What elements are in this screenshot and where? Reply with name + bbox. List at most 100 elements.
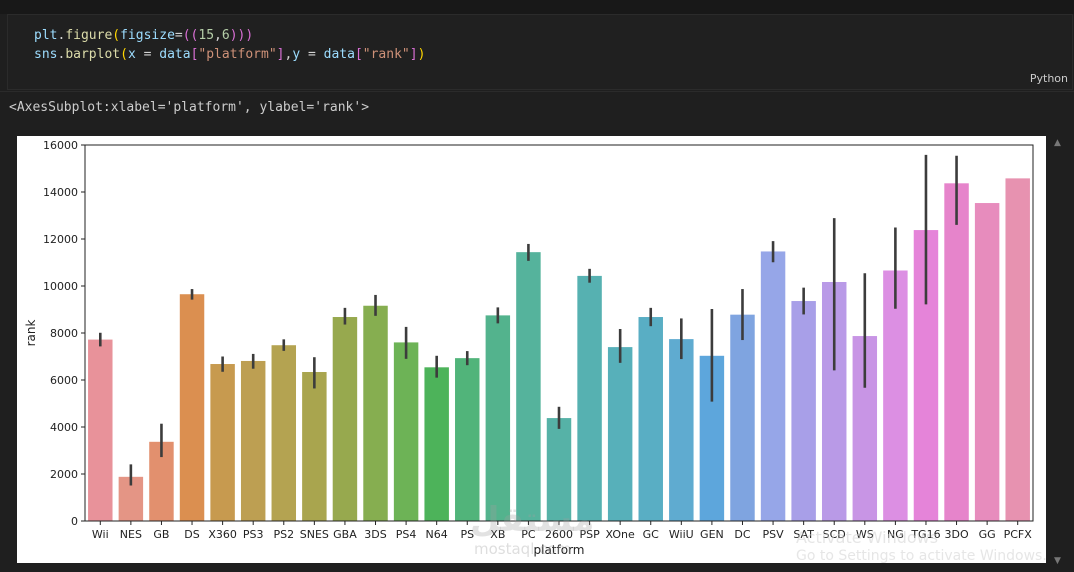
code-token: ))) bbox=[229, 28, 254, 43]
scroll-down-icon[interactable]: ▼ bbox=[1054, 556, 1061, 566]
x-tick-label: DS bbox=[184, 528, 199, 541]
y-tick-label: 2000 bbox=[50, 468, 78, 481]
code-token: "rank" bbox=[362, 47, 410, 62]
y-tick-label: 12000 bbox=[43, 233, 78, 246]
code-token: data bbox=[159, 47, 191, 62]
code-cell[interactable]: plt.figure(figsize=((15,6))) sns.barplot… bbox=[7, 14, 1073, 90]
y-tick-label: 8000 bbox=[50, 327, 78, 340]
bar-xone bbox=[607, 347, 633, 521]
y-tick-label: 14000 bbox=[43, 186, 78, 199]
code-token: . bbox=[57, 47, 66, 62]
code-token: plt bbox=[34, 28, 58, 43]
x-tick-label: NG bbox=[887, 528, 904, 541]
x-tick-label: GC bbox=[643, 528, 660, 541]
bar-pcfx bbox=[1005, 178, 1030, 521]
x-tick-label: 3DS bbox=[364, 528, 386, 541]
y-tick-label: 4000 bbox=[50, 421, 78, 434]
bar-psp bbox=[577, 275, 602, 521]
x-tick-label: PS2 bbox=[273, 528, 294, 541]
output-scrollbar[interactable]: ▲ ▼ bbox=[1052, 136, 1066, 568]
x-tick-label: SNES bbox=[300, 528, 329, 541]
bar-wiiu bbox=[669, 339, 694, 521]
code-token: ] bbox=[276, 47, 285, 62]
x-tick-label: PC bbox=[521, 528, 536, 541]
bar-dc bbox=[730, 314, 755, 521]
code-token: barplot bbox=[65, 47, 121, 62]
bar-wii bbox=[88, 339, 113, 521]
plot-output: Wii NES GB DS X360 PS3 PS2 SNES GBA 3DS PS4 N64 PS XB… bbox=[17, 136, 1046, 563]
cell-divider bbox=[0, 91, 1074, 92]
scroll-up-icon[interactable]: ▲ bbox=[1054, 138, 1061, 148]
x-tick-label: 3DO bbox=[944, 528, 968, 541]
bar-ps2 bbox=[271, 345, 297, 521]
bar-ps3 bbox=[240, 360, 266, 521]
x-tick-label: GEN bbox=[700, 528, 724, 541]
bar-3ds bbox=[363, 305, 388, 521]
bar-psv bbox=[760, 251, 786, 521]
bar-snes bbox=[302, 372, 327, 521]
code-token: (( bbox=[182, 28, 199, 43]
bar-ps bbox=[455, 358, 480, 521]
x-tick-label: GB bbox=[153, 528, 169, 541]
x-tick-label: PSP bbox=[579, 528, 600, 541]
x-tick-label: WiiU bbox=[669, 528, 694, 541]
output-repr: <AxesSubplot:xlabel='platform', ylabel='… bbox=[9, 100, 370, 115]
bar-ng bbox=[883, 270, 908, 521]
bar-3do bbox=[944, 183, 969, 521]
bar-gc bbox=[638, 317, 663, 521]
x-tick-label: PS bbox=[460, 528, 474, 541]
code-token: , bbox=[214, 28, 222, 43]
language-label[interactable]: Python bbox=[1029, 72, 1068, 85]
code-token: figure bbox=[65, 28, 113, 43]
code-token: ( bbox=[120, 47, 128, 62]
bar-ds bbox=[179, 294, 205, 521]
code-token: ) bbox=[417, 47, 426, 62]
code-token: "platform" bbox=[198, 47, 277, 62]
x-tick-label: Wii bbox=[92, 528, 109, 541]
y-axis-label: rank bbox=[24, 320, 38, 347]
code-token: data bbox=[323, 47, 355, 62]
y-tick-label: 0 bbox=[71, 515, 78, 528]
x-tick-label: PS3 bbox=[243, 528, 264, 541]
code-token: . bbox=[57, 28, 66, 43]
x-tick-label: 2600 bbox=[545, 528, 573, 541]
x-tick-label: PS4 bbox=[396, 528, 417, 541]
x-tick-label: TG16 bbox=[910, 528, 940, 541]
bar-x360 bbox=[210, 364, 235, 521]
brand-watermark: مستقل bbox=[470, 500, 595, 540]
bar-gg bbox=[974, 203, 1000, 522]
bar-ps4 bbox=[393, 342, 419, 521]
code-token: 6 bbox=[221, 28, 230, 43]
bar-gba bbox=[332, 317, 358, 521]
code-line-2[interactable]: sns.barplot(x = data["platform"],y = dat… bbox=[34, 47, 425, 62]
x-tick-label: N64 bbox=[426, 528, 448, 541]
bar-sat bbox=[791, 301, 816, 521]
top-strip bbox=[0, 0, 1074, 14]
code-token: 15 bbox=[198, 28, 215, 43]
bar-2600 bbox=[546, 418, 572, 521]
x-tick-label: XB bbox=[490, 528, 505, 541]
x-tick-label: X360 bbox=[208, 528, 237, 541]
x-tick-label: SCD bbox=[823, 528, 846, 541]
code-token: sns bbox=[34, 47, 58, 62]
x-tick-label: NES bbox=[120, 528, 142, 541]
x-tick-label: SAT bbox=[793, 528, 814, 541]
code-token: [ bbox=[354, 47, 363, 62]
code-line-1[interactable]: plt.figure(figsize=((15,6))) bbox=[34, 28, 253, 43]
code-token: = bbox=[300, 47, 324, 62]
x-tick-label: GBA bbox=[333, 528, 357, 541]
x-tick-label: GG bbox=[979, 528, 996, 541]
code-token: y bbox=[292, 47, 301, 62]
code-token: = bbox=[174, 28, 183, 43]
activation-watermark-subtitle: Go to Settings to activate Windows. bbox=[796, 548, 1047, 564]
code-token: [ bbox=[190, 47, 199, 62]
brand-watermark-sub: mostaql.com bbox=[474, 540, 572, 558]
x-tick-label: XOne bbox=[606, 528, 635, 541]
bar-chart: Wii NES GB DS X360 PS3 PS2 SNES GBA 3DS PS4 N64 PS XB… bbox=[24, 139, 1034, 557]
bar-n64 bbox=[424, 367, 449, 521]
code-token: figsize bbox=[120, 28, 175, 43]
code-token: = bbox=[135, 47, 160, 62]
code-token: , bbox=[284, 47, 293, 62]
code-token: ( bbox=[112, 28, 121, 43]
code-token: ] bbox=[409, 47, 418, 62]
